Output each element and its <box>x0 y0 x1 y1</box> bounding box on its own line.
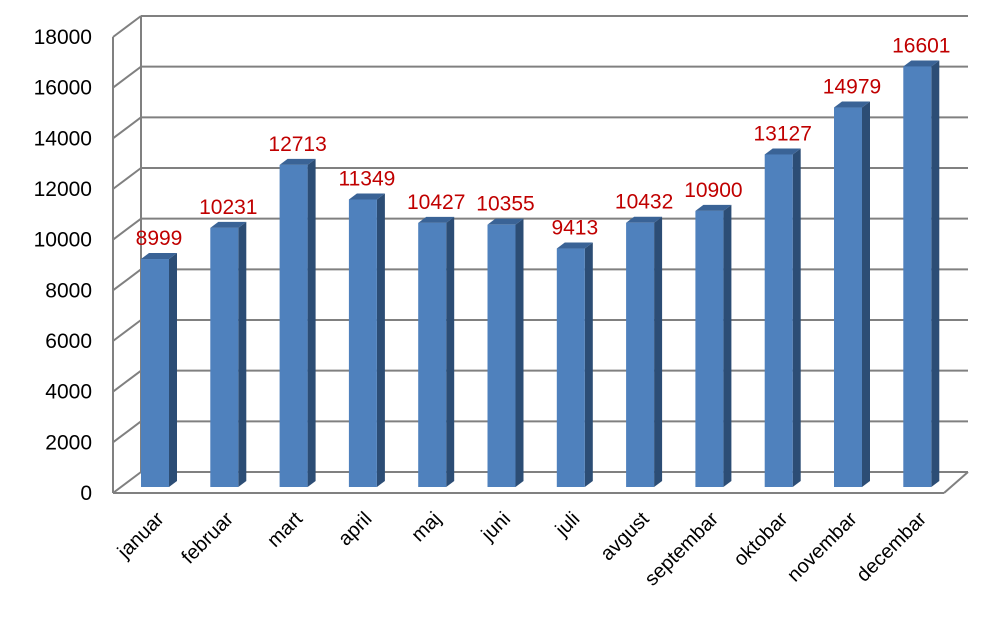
bar-top <box>834 101 870 108</box>
bar-side <box>238 221 247 487</box>
bar-top <box>279 158 316 165</box>
bar <box>210 227 239 487</box>
y-axis-tick-labels: 0 2000 4000 6000 8000 10000 12000 14000 16000 180… <box>34 26 92 505</box>
y-tick-label: 2000 <box>45 431 92 454</box>
gridline-diagonal <box>112 167 142 190</box>
y-tick-label: 8000 <box>45 279 92 302</box>
bar-top <box>695 204 732 211</box>
data-label: 11349 <box>338 167 395 190</box>
bar-top <box>903 60 940 67</box>
x-category-label: februar <box>177 508 238 569</box>
gridline-diagonal <box>112 65 142 89</box>
bar-side <box>792 148 801 487</box>
bar-side <box>862 101 870 488</box>
data-labels: 8999 10231 12713 11349 10427 10355 9413 10432 10… <box>136 34 951 250</box>
x-category-label: juli <box>551 508 585 542</box>
bar-top <box>556 242 593 249</box>
y-tick-label: 18000 <box>34 26 92 49</box>
bar <box>141 259 169 487</box>
bar <box>487 224 516 487</box>
bar <box>626 222 655 488</box>
data-label: 10355 <box>476 193 534 216</box>
bar <box>903 66 932 487</box>
gridline-diagonal <box>112 268 142 292</box>
y-tick-label: 6000 <box>45 330 92 353</box>
data-label: 10231 <box>199 196 257 219</box>
bar <box>764 154 793 487</box>
bar-side <box>376 193 385 487</box>
x-category-label: mart <box>263 508 307 552</box>
x-category-label: decembar <box>852 508 931 587</box>
x-category-label: juni <box>477 508 515 546</box>
gridline-diagonal <box>112 471 142 494</box>
bars <box>141 60 940 488</box>
bar-top <box>348 193 385 200</box>
x-category-label: oktobar <box>730 508 793 571</box>
bar-side <box>931 60 940 487</box>
x-category-label: avgust <box>596 508 654 566</box>
bar-top <box>626 216 663 223</box>
x-axis-category-labels: januar februar mart april maj juni juli avgusts… <box>113 508 931 591</box>
gridline-diagonal <box>112 217 142 241</box>
x-category-label: novembar <box>783 508 862 587</box>
gridline-diagonal <box>112 319 142 342</box>
bar <box>279 164 308 488</box>
gridlines <box>112 15 969 494</box>
data-label: 16601 <box>892 34 950 57</box>
y-tick-label: 10000 <box>34 229 92 252</box>
y-tick-label: 12000 <box>34 178 92 201</box>
x-category-label: januar <box>113 508 169 564</box>
data-label: 10900 <box>684 179 742 202</box>
data-label: 13127 <box>753 122 811 145</box>
bar <box>695 210 724 487</box>
bar-side <box>584 242 593 487</box>
bar-side <box>723 204 732 487</box>
bar-side <box>515 218 524 487</box>
floor-right-edge <box>943 471 969 494</box>
data-label: 8999 <box>136 227 183 250</box>
data-label: 14979 <box>823 76 881 99</box>
bar-side <box>307 158 316 488</box>
x-category-label: septembar <box>641 508 724 591</box>
bar <box>348 199 377 487</box>
bar <box>834 107 862 488</box>
bar-top <box>764 148 801 155</box>
data-label: 9413 <box>551 217 598 240</box>
y-tick-label: 16000 <box>34 77 92 100</box>
bar-top <box>210 221 247 228</box>
y-tick-label: 4000 <box>45 381 92 404</box>
bar-side <box>654 216 663 488</box>
data-label: 10432 <box>615 191 673 214</box>
bar <box>556 248 585 487</box>
gridline-diagonal <box>112 116 142 140</box>
y-tick-label: 14000 <box>34 127 92 150</box>
x-category-label: april <box>334 508 376 550</box>
y-tick-label: 0 <box>80 482 92 505</box>
data-label: 10427 <box>407 191 465 214</box>
bar <box>418 222 447 487</box>
bar-top <box>487 218 524 225</box>
bar-top <box>141 253 177 260</box>
gridline-diagonal <box>112 15 142 38</box>
bar-side <box>169 253 177 487</box>
gridline-diagonal <box>112 369 142 393</box>
bar-side <box>446 216 455 487</box>
gridline-diagonal <box>112 420 142 444</box>
x-category-label: maj <box>407 508 445 546</box>
bar-top <box>418 216 455 223</box>
data-label: 12713 <box>268 133 326 156</box>
